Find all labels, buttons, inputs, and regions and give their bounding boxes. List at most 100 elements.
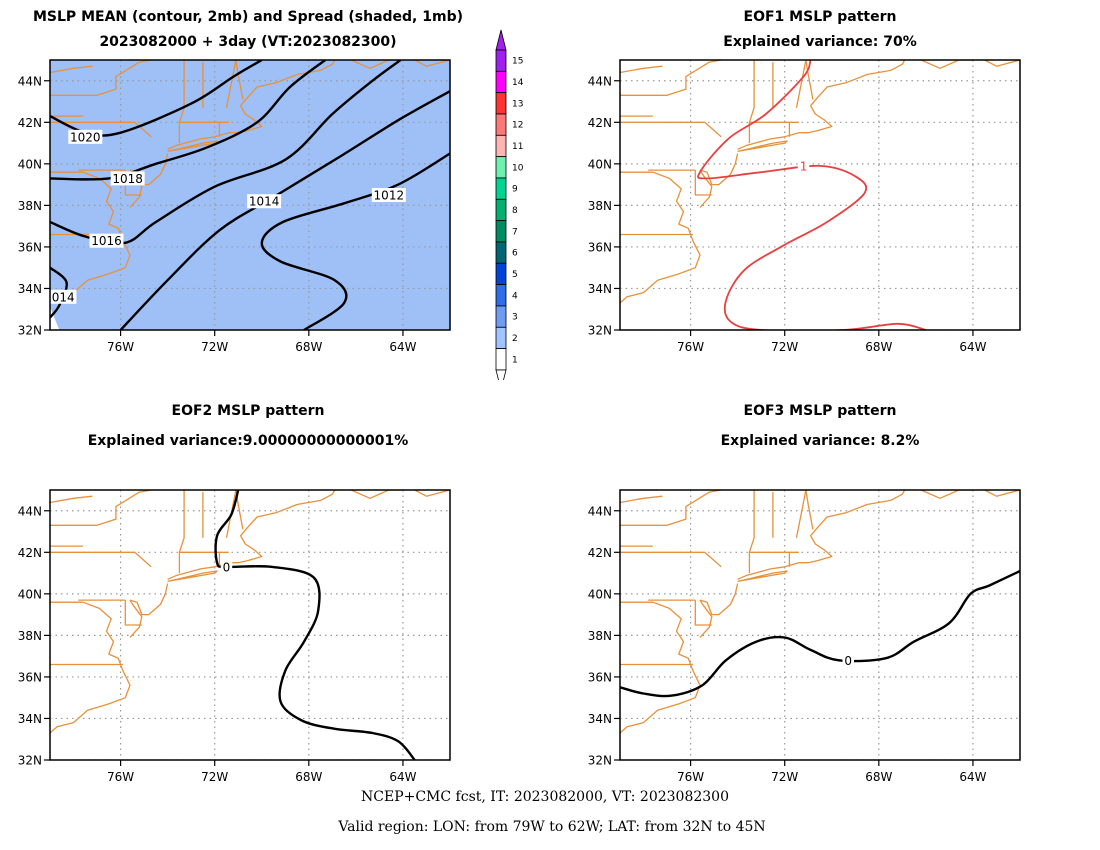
- contour-label-bg: [220, 559, 233, 574]
- eof3-title-line1: EOF3 MSLP pattern: [743, 403, 897, 419]
- colorbar-top-triangle: [495, 29, 507, 51]
- border-line: [124, 600, 142, 626]
- colorbar-label: 6: [512, 249, 518, 259]
- contour-label: 1: [800, 159, 808, 173]
- colorbar-swatch: [495, 134, 507, 158]
- border-line: [225, 60, 237, 108]
- colorbar-label: 9: [512, 185, 518, 195]
- contour-label: 1016: [91, 234, 122, 248]
- contour-line: [697, 60, 927, 330]
- y-tick-label: 44N: [588, 504, 612, 518]
- border-line: [620, 551, 722, 568]
- colorbar-label: 13: [512, 99, 523, 109]
- eof3-title-line2: Explained variance: 8.2%: [720, 433, 920, 449]
- colorbar-swatch: [495, 49, 507, 72]
- y-tick-label: 32N: [18, 324, 42, 338]
- coastline: [620, 601, 701, 734]
- contour-label-bg: [50, 289, 77, 304]
- coastline: [737, 60, 906, 150]
- border-line: [50, 551, 152, 568]
- colorbar-swatch: [495, 284, 507, 307]
- colorbar-swatch: [495, 156, 507, 179]
- x-tick-label: 64W: [389, 770, 416, 784]
- y-tick-label: 40N: [588, 587, 612, 601]
- colorbar-swatch: [495, 262, 507, 286]
- map-frame: [619, 59, 1021, 331]
- border-line: [50, 495, 93, 504]
- coastline: [699, 599, 713, 638]
- y-tick-label: 40N: [588, 157, 612, 171]
- border-line: [795, 490, 807, 538]
- border-line: [620, 121, 722, 138]
- coastline: [920, 490, 973, 499]
- y-tick-label: 38N: [18, 199, 42, 213]
- eof2-title-line1: EOF2 MSLP pattern: [171, 403, 325, 419]
- colorbar-label: 12: [512, 121, 523, 131]
- y-tick-label: 34N: [588, 712, 612, 726]
- contour-label-bg: [797, 158, 810, 173]
- mean-title-line2: 2023082000 + 3day (VT:2023082300): [99, 34, 397, 50]
- y-tick-label: 42N: [588, 116, 612, 130]
- x-tick-label: 72W: [771, 340, 798, 354]
- y-tick-label: 40N: [18, 587, 42, 601]
- x-tick-label: 64W: [389, 340, 416, 354]
- x-tick-label: 76W: [677, 340, 704, 354]
- border-line: [795, 60, 807, 108]
- border-line: [694, 600, 712, 626]
- border-line: [748, 490, 755, 574]
- contour-label-bg: [371, 188, 406, 202]
- mean-title-line1: MSLP MEAN (contour, 2mb) and Spread (sha…: [33, 9, 463, 25]
- y-tick-label: 34N: [588, 282, 612, 296]
- coastline: [699, 169, 713, 208]
- colorbar-label: 1: [512, 355, 518, 365]
- map-frame: [49, 59, 451, 331]
- border-line: [805, 60, 814, 100]
- map-frame: [619, 489, 1021, 761]
- y-tick-label: 32N: [588, 324, 612, 338]
- contour-label-bg: [89, 233, 124, 248]
- spread-colorbar: 15 14 13 12 11 10 9 8 7 6 5 4 3 2 1: [495, 29, 524, 380]
- coastline: [737, 140, 788, 153]
- border-line: [805, 490, 814, 530]
- colorbar-label: 3: [512, 313, 518, 323]
- map-frame: [49, 489, 451, 761]
- y-tick-label: 36N: [588, 240, 612, 254]
- colorbar-label: 15: [512, 57, 523, 67]
- colorbar-swatch: [495, 305, 507, 328]
- x-tick-label: 76W: [107, 770, 134, 784]
- colorbar-swatch: [495, 326, 507, 350]
- colorbar-swatch: [495, 113, 507, 136]
- y-tick-label: 36N: [588, 670, 612, 684]
- colorbar-label: 7: [512, 227, 518, 237]
- colorbar-swatch: [495, 348, 507, 371]
- eof2-title-line2: Explained variance:9.00000000000001%: [87, 433, 409, 449]
- contour-label: 1012: [374, 189, 405, 203]
- coastline: [984, 490, 1020, 497]
- y-tick-label: 32N: [18, 754, 42, 768]
- y-tick-label: 44N: [18, 74, 42, 88]
- coastline: [414, 490, 450, 497]
- x-tick-label: 72W: [201, 340, 228, 354]
- coastline: [167, 490, 336, 580]
- x-tick-label: 72W: [771, 770, 798, 784]
- border-line: [620, 490, 722, 526]
- colorbar-swatch: [495, 220, 507, 243]
- coastline: [350, 490, 403, 499]
- coastline: [167, 140, 218, 153]
- border-line: [620, 60, 722, 96]
- eof1-title-line2: Explained variance: 70%: [723, 34, 917, 50]
- border-line: [620, 495, 663, 504]
- colorbar-swatch: [495, 70, 507, 94]
- coastline: [737, 570, 788, 583]
- coastline: [699, 153, 739, 186]
- coastline: [129, 583, 169, 616]
- contour-line: [50, 60, 327, 181]
- y-tick-label: 36N: [18, 670, 42, 684]
- colorbar-label: 10: [512, 163, 524, 173]
- contour-label-bg: [247, 194, 282, 209]
- contour-label-bg: [68, 129, 103, 144]
- coastline: [167, 60, 336, 150]
- y-tick-label: 38N: [588, 629, 612, 643]
- colorbar-label: 11: [512, 142, 523, 152]
- y-tick-label: 36N: [18, 240, 42, 254]
